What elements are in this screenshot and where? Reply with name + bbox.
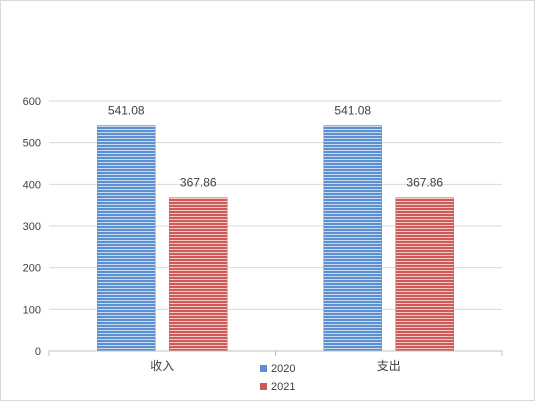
bar-2021-0 [169,197,228,352]
bar-2020-1 [323,125,382,352]
bars [97,125,454,352]
data-label: 367.86 [406,176,443,190]
y-tick-label: 600 [23,96,41,108]
y-tick-label: 0 [35,346,41,358]
data-labels: 541.08 367.86 541.08 367.86 [108,104,444,190]
y-tick-label: 400 [23,179,41,191]
y-axis: 0 100 200 300 400 500 600 [23,96,41,358]
y-tick-label: 200 [23,263,41,275]
x-category-label: 支出 [377,359,401,373]
bar-2020-0 [97,125,156,352]
legend-label-2020: 2020 [271,363,295,375]
y-tick-label: 500 [23,138,41,150]
x-category-label: 收入 [150,359,174,373]
y-tick-label: 300 [23,221,41,233]
bar-2021-1 [395,197,454,352]
data-label: 367.86 [180,176,217,190]
x-axis: 收入 支出 [48,350,503,373]
data-label: 541.08 [108,104,145,118]
legend-swatch-2020 [260,365,267,372]
data-label: 541.08 [334,104,371,118]
legend-label-2021: 2021 [271,381,295,393]
legend-swatch-2021 [260,383,267,390]
y-tick-label: 100 [23,304,41,316]
legend: 2020 2021 [260,363,295,393]
